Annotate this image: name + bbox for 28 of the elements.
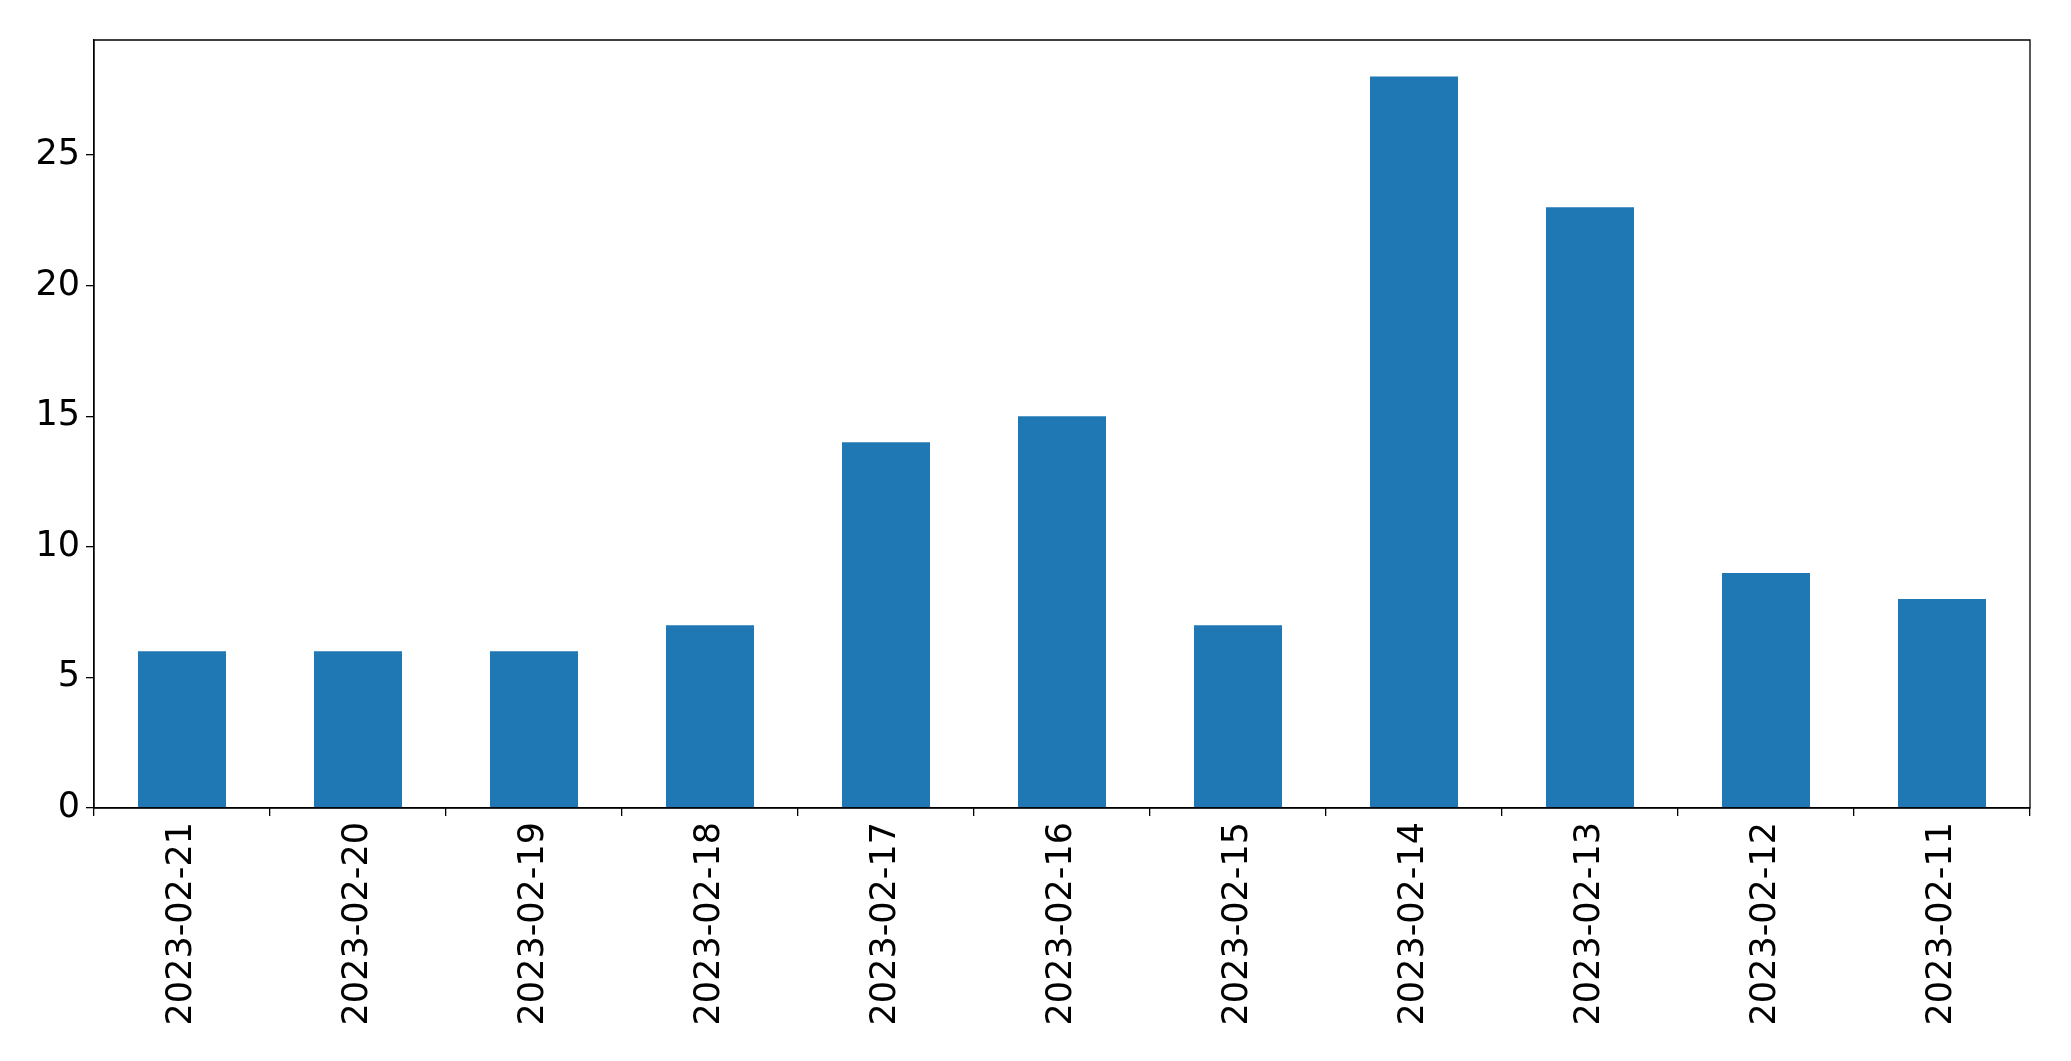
x-tick-label: 2023-02-20 bbox=[335, 822, 376, 1026]
x-tick-label: 2023-02-14 bbox=[1391, 822, 1432, 1026]
x-tick-label: 2023-02-11 bbox=[1919, 822, 1960, 1026]
x-tick-label: 2023-02-13 bbox=[1567, 822, 1608, 1026]
x-tick-label: 2023-02-12 bbox=[1743, 822, 1784, 1026]
bar bbox=[314, 651, 402, 808]
x-tick-label: 2023-02-18 bbox=[687, 822, 728, 1026]
bar bbox=[138, 651, 226, 808]
bar bbox=[1546, 207, 1634, 808]
bar bbox=[1722, 572, 1810, 808]
x-tick-label: 2023-02-16 bbox=[1039, 822, 1080, 1026]
y-tick-label: 10 bbox=[35, 523, 80, 564]
bar bbox=[1194, 625, 1282, 808]
bar bbox=[1370, 76, 1458, 808]
bar bbox=[1018, 416, 1106, 808]
x-tick-label: 2023-02-21 bbox=[159, 822, 200, 1026]
bar bbox=[666, 625, 754, 808]
x-tick-label: 2023-02-19 bbox=[511, 822, 552, 1026]
x-tick-label: 2023-02-15 bbox=[1215, 822, 1256, 1026]
y-tick-label: 20 bbox=[35, 262, 80, 303]
bar bbox=[1898, 599, 1986, 808]
bar bbox=[842, 442, 930, 808]
bar bbox=[490, 651, 578, 808]
y-tick-label: 0 bbox=[57, 785, 80, 826]
x-tick-label: 2023-02-17 bbox=[863, 822, 904, 1026]
y-tick-label: 15 bbox=[35, 393, 80, 434]
y-tick-label: 25 bbox=[35, 132, 80, 173]
y-tick-label: 5 bbox=[57, 654, 80, 695]
